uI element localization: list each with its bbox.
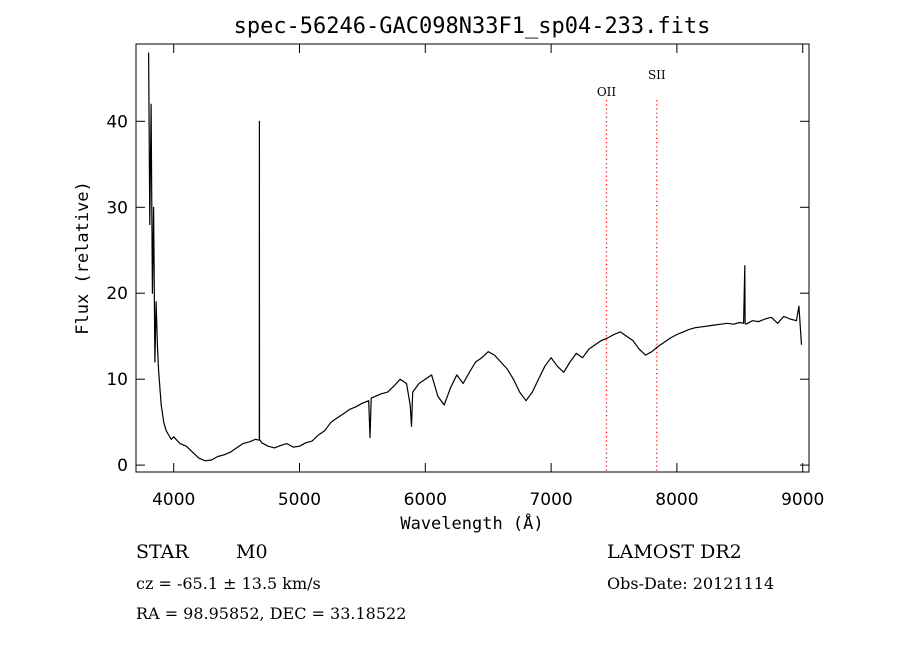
x-tick-label: 6000 (404, 490, 447, 510)
axis-ticks: 4000 5000 6000 7000 8000 9000 0 10 20 30 40 (106, 44, 824, 510)
x-tick-label: 5000 (278, 490, 321, 510)
redshift-cz: cz = -65.1 ± 13.5 km/s (136, 574, 321, 593)
y-axis-label: Flux (relative) (73, 181, 93, 335)
x-tick-label: 7000 (529, 490, 572, 510)
y-tick-label: 10 (106, 370, 128, 390)
y-tick-label: 0 (117, 456, 128, 476)
plot-frame (135, 43, 810, 473)
chart-title: spec-56246-GAC098N33F1_sp04-233.fits (234, 14, 711, 39)
x-tick-label: 8000 (655, 490, 698, 510)
spectrum-line (148, 52, 803, 462)
x-tick-label: 4000 (152, 490, 195, 510)
series-layer (148, 52, 803, 462)
y-tick-label: 30 (106, 198, 128, 218)
x-axis-label: Wavelength (Å) (400, 512, 543, 534)
reference-line-label: SII (648, 68, 666, 82)
x-tick-label: 9000 (781, 490, 824, 510)
observation-date: Obs-Date: 20121114 (607, 574, 774, 593)
coordinates: RA = 98.95852, DEC = 33.18522 (136, 604, 406, 623)
object-subclass: M0 (236, 541, 268, 563)
object-class: STAR (136, 541, 189, 563)
y-tick-label: 20 (106, 284, 128, 304)
reference-line-label: OII (597, 85, 617, 99)
survey-name: LAMOST DR2 (607, 541, 742, 563)
reference-lines: OII SII (597, 68, 666, 472)
y-tick-label: 40 (106, 112, 128, 132)
